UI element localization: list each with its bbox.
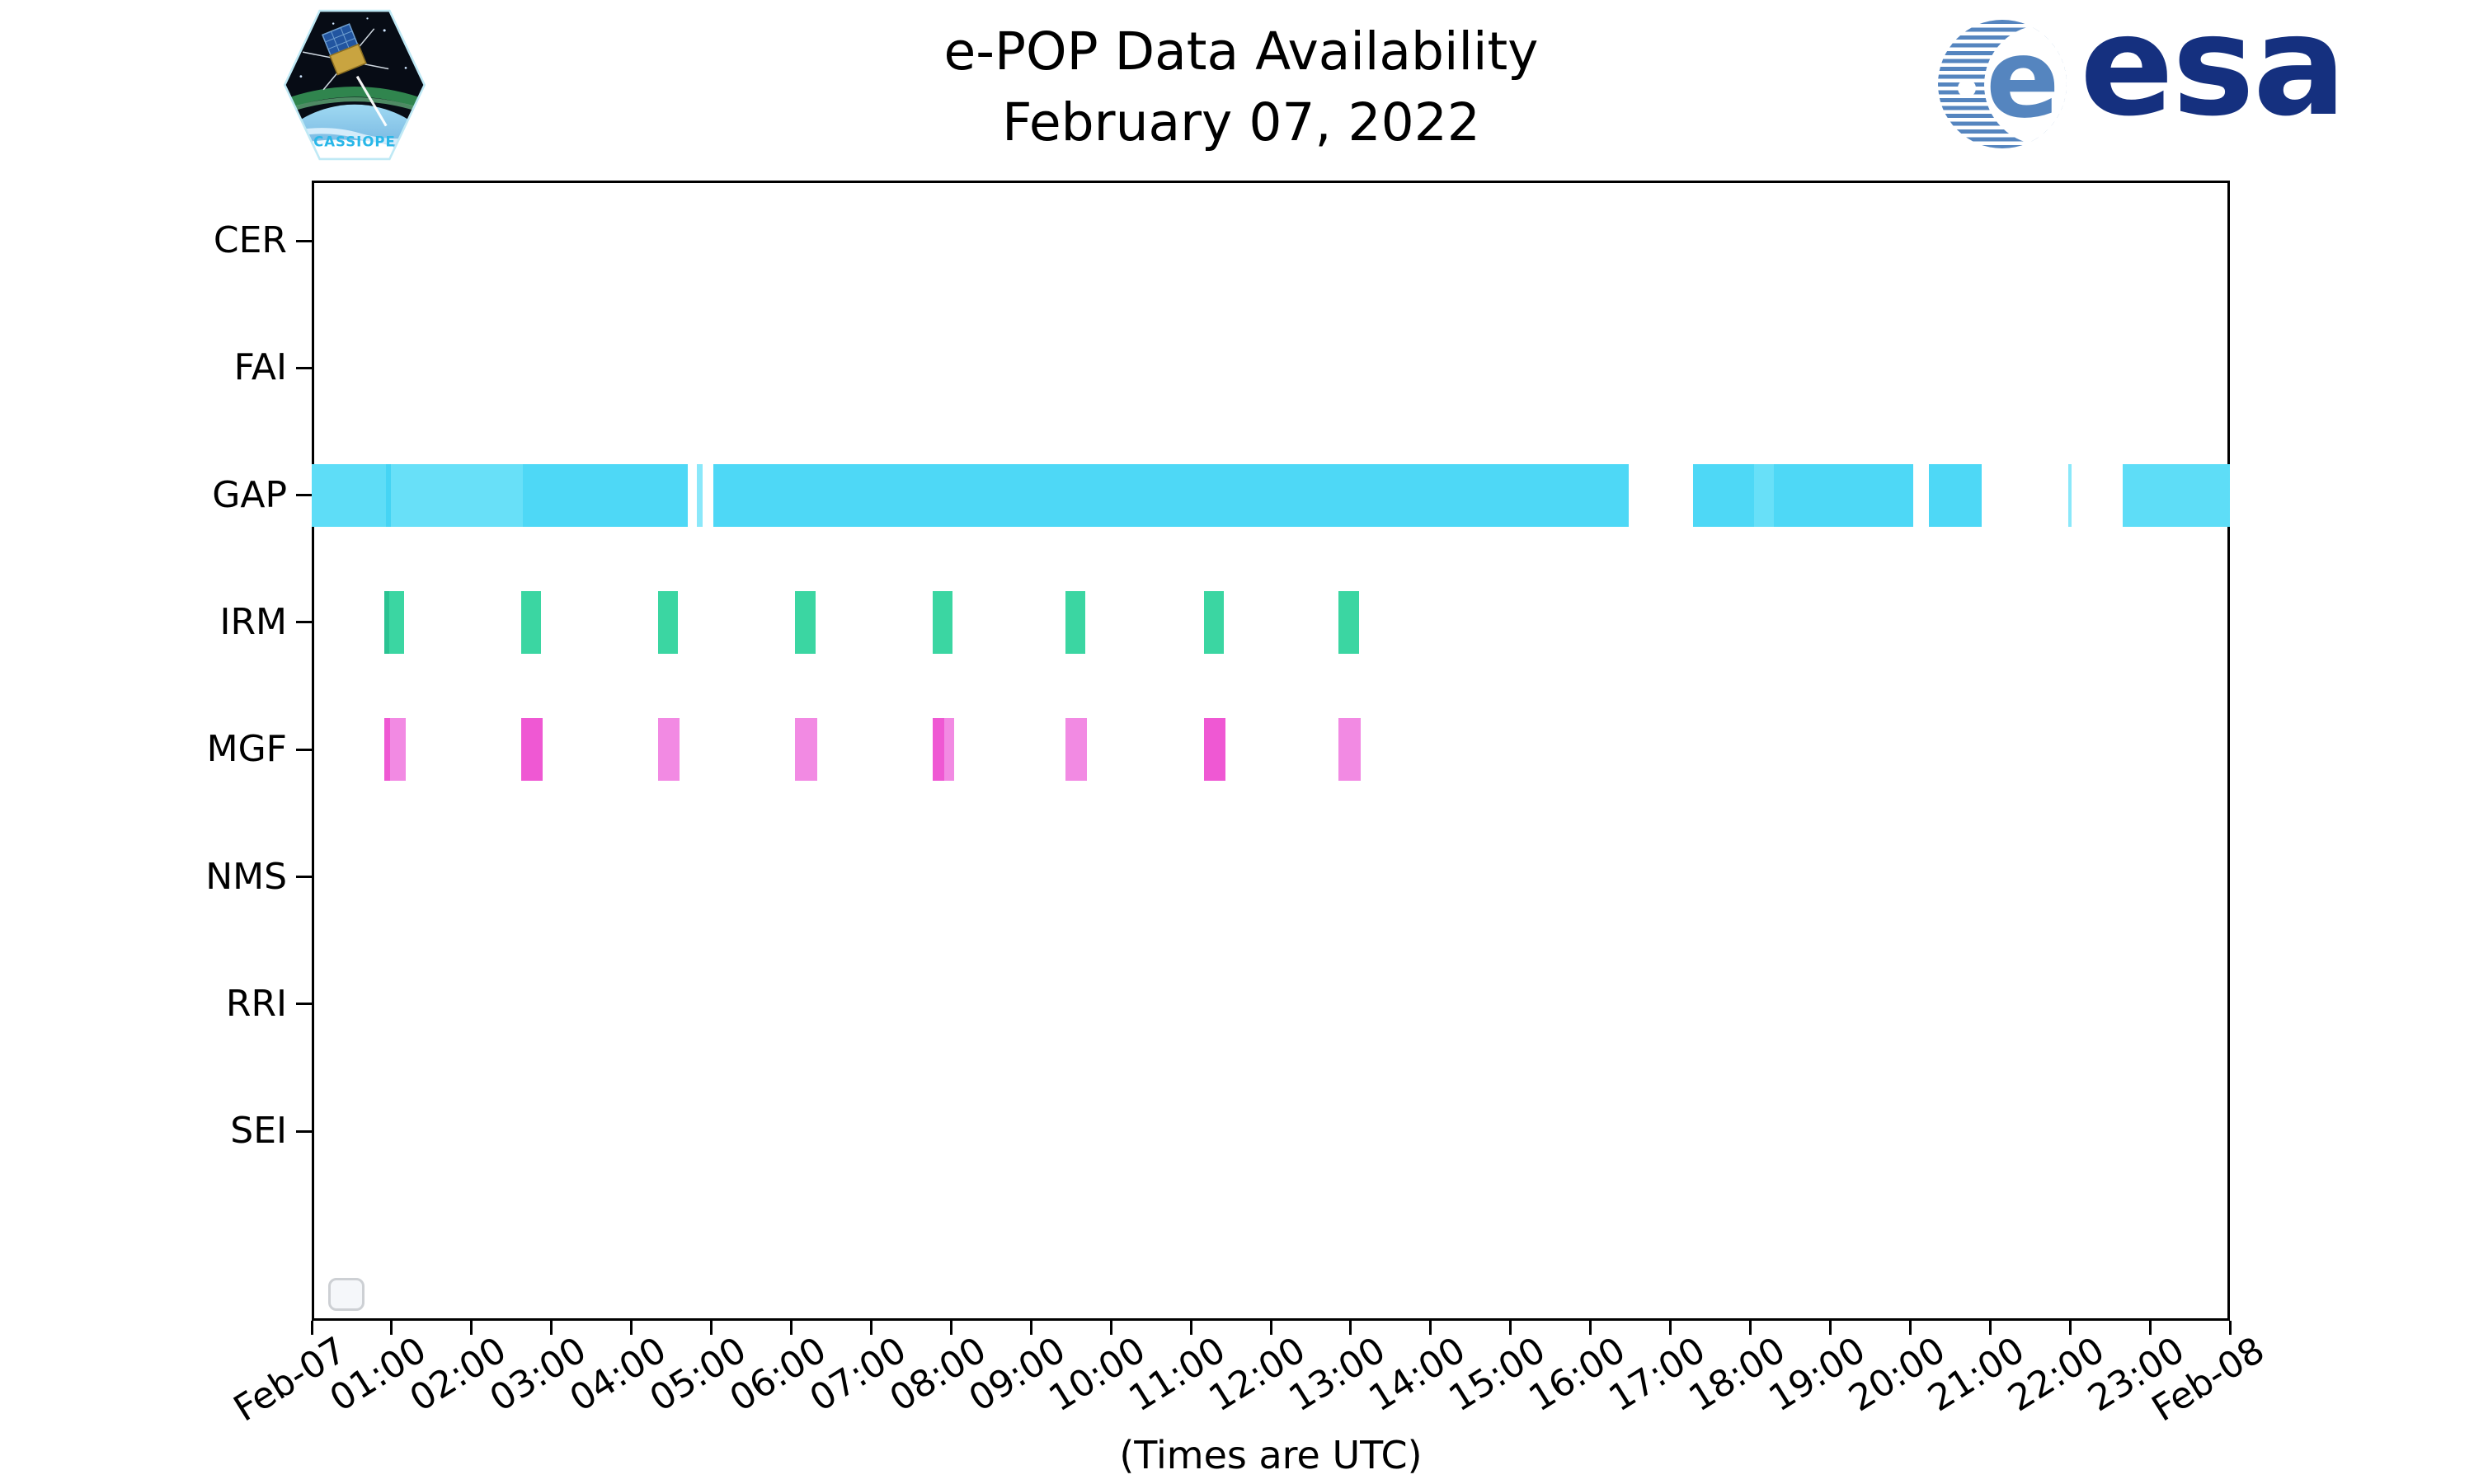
x-tick-mark	[2148, 1321, 2152, 1335]
mgf-availability-segment	[795, 718, 817, 782]
irm-availability-segment	[795, 590, 816, 654]
mgf-availability-segment	[933, 718, 955, 782]
y-tick-label-gap: GAP	[212, 473, 287, 516]
patch-border	[283, 9, 426, 161]
irm-segment-part	[388, 590, 405, 654]
gap-availability-segment	[713, 463, 1630, 527]
y-tick-mark	[296, 494, 312, 497]
y-tick-label-mgf: MGF	[206, 728, 287, 771]
gap-availability-segment	[1692, 463, 1755, 527]
chart-title-block: e-POP Data Availability February 07, 202…	[282, 16, 2200, 157]
y-tick-mark	[296, 1003, 312, 1006]
irm-availability-segment	[1065, 590, 1086, 654]
empty-legend-box	[328, 1278, 365, 1311]
esa-dot-shape	[1958, 79, 1976, 97]
gap-availability-segment	[522, 463, 688, 527]
x-tick-mark	[2228, 1321, 2232, 1335]
x-tick-mark	[1429, 1321, 1432, 1335]
irm-availability-segment	[657, 590, 678, 654]
esa-logo: e esa	[1938, 0, 2346, 158]
irm-segment-part	[384, 590, 389, 654]
x-tick-mark	[1109, 1321, 1112, 1335]
x-tick-mark	[1189, 1321, 1192, 1335]
x-tick-mark	[869, 1321, 872, 1335]
x-tick-mark	[1749, 1321, 1752, 1335]
plot-area	[312, 181, 2230, 1321]
mgf-segment-part	[389, 718, 407, 782]
cassiope-patch-label: CASSIOPE	[313, 134, 396, 149]
patch-satellite	[302, 23, 389, 91]
gap-availability-segment	[390, 463, 523, 527]
x-tick-mark	[550, 1321, 553, 1335]
gap-availability-segment	[697, 463, 703, 527]
y-tick-label-cer: CER	[213, 219, 287, 261]
x-tick-mark	[1828, 1321, 1832, 1335]
mgf-availability-segment	[657, 718, 680, 782]
x-tick-mark	[790, 1321, 793, 1335]
x-tick-mark	[310, 1321, 313, 1335]
irm-availability-segment	[384, 590, 405, 654]
x-tick-mark	[1269, 1321, 1272, 1335]
mgf-segment-part	[384, 718, 390, 782]
esa-globe-icon: e	[1938, 20, 2067, 148]
y-tick-mark	[296, 366, 312, 369]
x-tick-mark	[470, 1321, 473, 1335]
gap-availability-segment	[1773, 463, 1914, 527]
irm-availability-segment	[520, 590, 542, 654]
x-tick-mark	[1589, 1321, 1592, 1335]
patch-beam	[355, 75, 388, 127]
x-tick-mark	[949, 1321, 952, 1335]
y-tick-mark	[296, 1129, 312, 1133]
x-tick-mark	[1509, 1321, 1512, 1335]
x-tick-mark	[1908, 1321, 1912, 1335]
mgf-availability-segment	[1203, 718, 1225, 782]
irm-availability-segment	[933, 590, 953, 654]
gap-availability-segment	[2123, 463, 2230, 527]
gap-availability-segment	[312, 463, 387, 527]
x-tick-mark	[2068, 1321, 2072, 1335]
y-tick-mark	[296, 876, 312, 878]
x-tick-mark	[1029, 1321, 1032, 1335]
gap-availability-segment	[1928, 463, 1982, 527]
mgf-availability-segment	[1065, 718, 1088, 782]
gap-availability-segment	[1754, 463, 1774, 527]
y-tick-mark	[296, 621, 312, 624]
cassiope-patch-graphic: CASSIOPE	[283, 9, 426, 161]
esa-wordmark: esa	[2080, 0, 2346, 147]
y-tick-label-irm: IRM	[219, 600, 287, 643]
chart-subtitle: February 07, 2022	[1002, 92, 1480, 153]
esa-monogram: e	[1986, 20, 2060, 143]
chart-title: e-POP Data Availability	[943, 21, 1539, 82]
y-tick-label-fai: FAI	[233, 346, 287, 389]
mgf-segment-part	[944, 718, 955, 782]
x-tick-mark	[710, 1321, 713, 1335]
gap-availability-segment	[386, 463, 391, 527]
irm-availability-segment	[1338, 590, 1359, 654]
mgf-availability-segment	[384, 718, 407, 782]
mgf-segment-part	[933, 718, 945, 782]
y-tick-mark	[296, 748, 312, 751]
x-tick-mark	[390, 1321, 393, 1335]
gap-availability-segment	[2068, 463, 2072, 527]
y-tick-label-rri: RRI	[225, 982, 287, 1025]
x-tick-mark	[630, 1321, 633, 1335]
y-tick-label-sei: SEI	[230, 1110, 287, 1153]
y-tick-mark	[296, 239, 312, 242]
x-tick-mark	[1349, 1321, 1352, 1335]
x-tick-mark	[1669, 1321, 1672, 1335]
cassiope-mission-patch: CASSIOPE	[282, 8, 427, 162]
mgf-availability-segment	[520, 718, 543, 782]
y-tick-label-nms: NMS	[205, 855, 287, 898]
mgf-availability-segment	[1338, 718, 1361, 782]
x-axis-note: (Times are UTC)	[1119, 1433, 1423, 1477]
irm-availability-segment	[1203, 590, 1224, 654]
x-tick-mark	[1988, 1321, 1992, 1335]
